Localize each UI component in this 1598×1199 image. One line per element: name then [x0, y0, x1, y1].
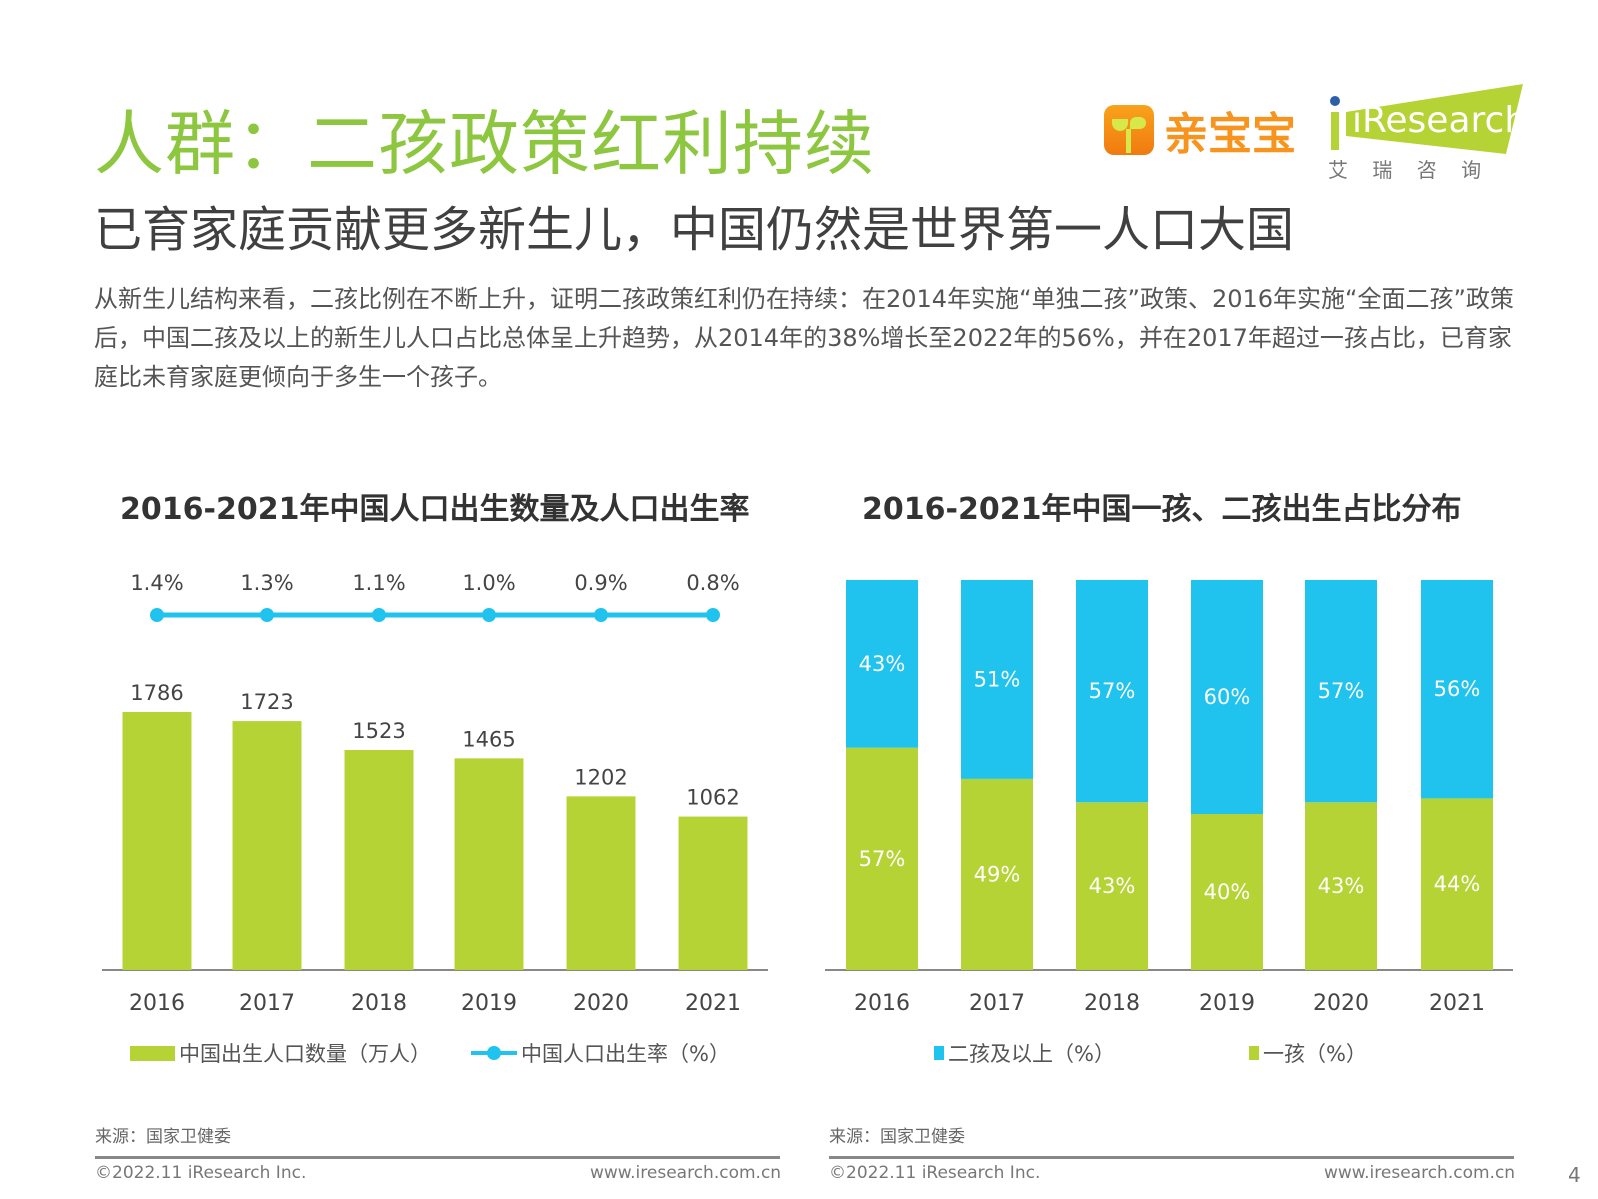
page-number: 4: [1568, 1163, 1581, 1187]
bar-second-child-2017: [961, 580, 1033, 779]
page-subtitle: 已育家庭贡献更多新生儿，中国仍然是世界第一人口大国: [94, 202, 1295, 258]
x-tick-2017: 2017: [239, 991, 295, 1016]
copyright: ©2022.11 iResearch Inc.: [829, 1163, 1041, 1183]
x-tick-2021: 2021: [685, 991, 741, 1016]
website-link[interactable]: www.iresearch.com.cn: [1324, 1163, 1516, 1183]
second-label-2017: 51%: [974, 667, 1021, 691]
iresearch-cn-text: 艾 瑞 咨 询: [1328, 158, 1482, 182]
bar-label-2017: 1723: [240, 690, 293, 714]
bar-first-child-2020: [1305, 802, 1377, 970]
bar-label-2018: 1523: [352, 719, 405, 743]
bar-second-child-2021: [1421, 580, 1493, 799]
first-label-2017: 49%: [974, 862, 1021, 886]
bar-births-2016: [122, 712, 192, 970]
x-tick-2020: 2020: [573, 991, 629, 1016]
bar-label-2019: 1465: [462, 727, 515, 751]
legend-line-swatch: [471, 1046, 517, 1060]
bar-first-child-2018: [1076, 802, 1148, 970]
chart2-legend: 二孩及以上（%） 一孩（%）: [934, 1038, 1367, 1068]
first-label-2016: 57%: [859, 847, 906, 871]
second-label-2019: 60%: [1204, 685, 1251, 709]
rate-label-2018: 1.1%: [352, 571, 405, 595]
bar-second-child-2018: [1076, 580, 1148, 803]
bar-first-child-2017: [961, 778, 1033, 970]
x-tick-2018: 2018: [1084, 991, 1140, 1016]
copyright: ©2022.11 iResearch Inc.: [95, 1163, 307, 1183]
rate-label-2016: 1.4%: [130, 571, 183, 595]
second-label-2016: 43%: [859, 652, 906, 676]
divider: [829, 1156, 1514, 1159]
bar-births-2021: [678, 816, 748, 970]
x-tick-2018: 2018: [351, 991, 407, 1016]
bar-second-child-2016: [846, 580, 918, 748]
legend-second-label: 二孩及以上（%）: [948, 1042, 1115, 1066]
bar-births-2018: [344, 749, 414, 970]
chart1-legend: 中国出生人口数量（万人） 中国人口出生率（%）: [130, 1038, 730, 1068]
legend-first-label: 一孩（%）: [1262, 1042, 1367, 1066]
rate-point-2019: [482, 608, 496, 622]
legend-line-label: 中国人口出生率（%）: [521, 1042, 730, 1066]
second-label-2020: 57%: [1318, 679, 1365, 703]
rate-label-2017: 1.3%: [240, 571, 293, 595]
bar-births-2017: [232, 721, 302, 970]
x-tick-2019: 2019: [461, 991, 517, 1016]
qinbaobao-text: 亲宝宝: [1164, 109, 1296, 160]
legend-bar-swatch: [130, 1045, 175, 1061]
bar-births-2019: [454, 758, 524, 970]
rate-label-2021: 0.8%: [686, 571, 739, 595]
first-label-2020: 43%: [1318, 874, 1365, 898]
x-tick-2016: 2016: [129, 991, 185, 1016]
qinbaobao-logo: 亲宝宝: [1104, 98, 1296, 162]
rate-label-2019: 1.0%: [462, 571, 515, 595]
x-tick-2019: 2019: [1199, 991, 1255, 1016]
bar-second-child-2020: [1305, 580, 1377, 803]
bar-label-2016: 1786: [130, 681, 183, 705]
bar-first-child-2021: [1421, 798, 1493, 970]
iresearch-text: iResearch: [1352, 100, 1528, 141]
x-tick-2021: 2021: [1429, 991, 1485, 1016]
second-label-2018: 57%: [1089, 679, 1136, 703]
bar-label-2020: 1202: [574, 765, 627, 789]
chart1-source: 来源：国家卫健委: [95, 1127, 231, 1147]
rate-point-2017: [260, 608, 274, 622]
legend-bar-label: 中国出生人口数量（万人）: [179, 1042, 431, 1066]
x-tick-2017: 2017: [969, 991, 1025, 1016]
page-title: 人群：二孩政策红利持续: [94, 103, 875, 185]
rate-point-2016: [150, 608, 164, 622]
x-tick-2020: 2020: [1313, 991, 1369, 1016]
rate-point-2018: [372, 608, 386, 622]
chart2-source: 来源：国家卫健委: [829, 1127, 965, 1147]
bar-births-2020: [566, 796, 636, 970]
bar-first-child-2019: [1191, 814, 1263, 970]
first-label-2019: 40%: [1204, 880, 1251, 904]
website-link[interactable]: www.iresearch.com.cn: [590, 1163, 782, 1183]
legend-second-swatch: [934, 1046, 944, 1060]
rate-point-2020: [594, 608, 608, 622]
first-label-2021: 44%: [1434, 872, 1481, 896]
sprout-icon: [1104, 105, 1154, 155]
rate-label-2020: 0.9%: [574, 571, 627, 595]
x-tick-2016: 2016: [854, 991, 910, 1016]
legend-first-swatch: [1248, 1046, 1259, 1060]
divider: [95, 1156, 780, 1159]
summary-paragraph: 从新生儿结构来看，二孩比例在不断上升，证明二孩政策红利仍在持续：在2014年实施…: [94, 285, 1514, 391]
bar-label-2021: 1062: [686, 786, 739, 810]
bar-second-child-2019: [1191, 580, 1263, 814]
first-label-2018: 43%: [1089, 874, 1136, 898]
chart2-title: 2016-2021年中国一孩、二孩出生占比分布: [862, 492, 1462, 527]
bar-first-child-2016: [846, 747, 918, 970]
chart1-title: 2016-2021年中国人口出生数量及人口出生率: [120, 492, 750, 527]
iresearch-logo: iResearch 艾 瑞 咨 询: [1328, 84, 1527, 182]
rate-point-2021: [706, 608, 720, 622]
second-label-2021: 56%: [1434, 677, 1481, 701]
